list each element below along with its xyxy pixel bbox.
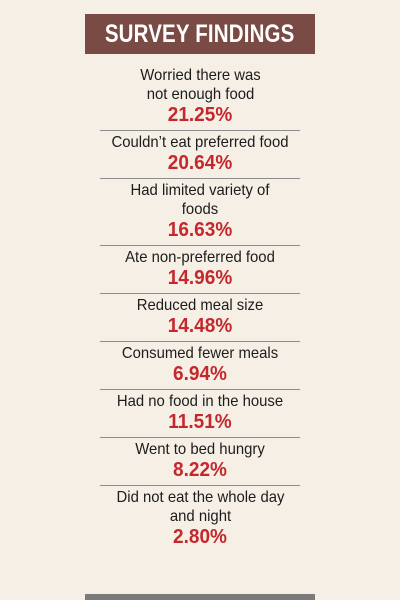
finding-value: 2.80% xyxy=(173,526,227,548)
finding-value: 11.51% xyxy=(168,411,232,433)
finding-label: Ate non-preferred food xyxy=(125,249,275,266)
finding-value: 14.96% xyxy=(167,267,233,289)
finding-label: Couldn’t eat preferred food xyxy=(111,134,289,151)
finding-label: Consumed fewer meals xyxy=(121,345,279,362)
finding-label: Went to bed hungry xyxy=(135,441,265,458)
finding-item: Did not eat the whole day and night 2.80… xyxy=(100,486,300,552)
finding-item: Had no food in the house 11.51% xyxy=(100,390,300,438)
finding-value: 6.94% xyxy=(173,363,227,385)
title-banner: SURVEY FINDINGS xyxy=(85,14,315,54)
finding-item: Had limited variety of foods 16.63% xyxy=(100,179,300,246)
finding-label: Did not eat the whole day and night xyxy=(116,489,284,525)
finding-value: 20.64% xyxy=(167,152,233,174)
finding-item: Couldn’t eat preferred food 20.64% xyxy=(100,131,300,179)
findings-list: Worried there was not enough food 21.25%… xyxy=(100,64,300,552)
finding-label: Worried there was not enough food xyxy=(139,67,261,103)
finding-item: Reduced meal size 14.48% xyxy=(100,294,300,342)
finding-item: Ate non-preferred food 14.96% xyxy=(100,246,300,294)
finding-item: Worried there was not enough food 21.25% xyxy=(100,64,300,131)
bottom-divider xyxy=(85,594,315,600)
finding-item: Consumed fewer meals 6.94% xyxy=(100,342,300,390)
finding-value: 14.48% xyxy=(167,315,233,337)
page-title: SURVEY FINDINGS xyxy=(105,19,295,48)
finding-label: Had no food in the house xyxy=(116,393,284,410)
finding-value: 21.25% xyxy=(167,104,233,126)
finding-label: Had limited variety of foods xyxy=(130,182,270,218)
finding-value: 8.22% xyxy=(173,459,227,481)
finding-label: Reduced meal size xyxy=(136,297,264,314)
finding-value: 16.63% xyxy=(167,219,233,241)
finding-item: Went to bed hungry 8.22% xyxy=(100,438,300,486)
